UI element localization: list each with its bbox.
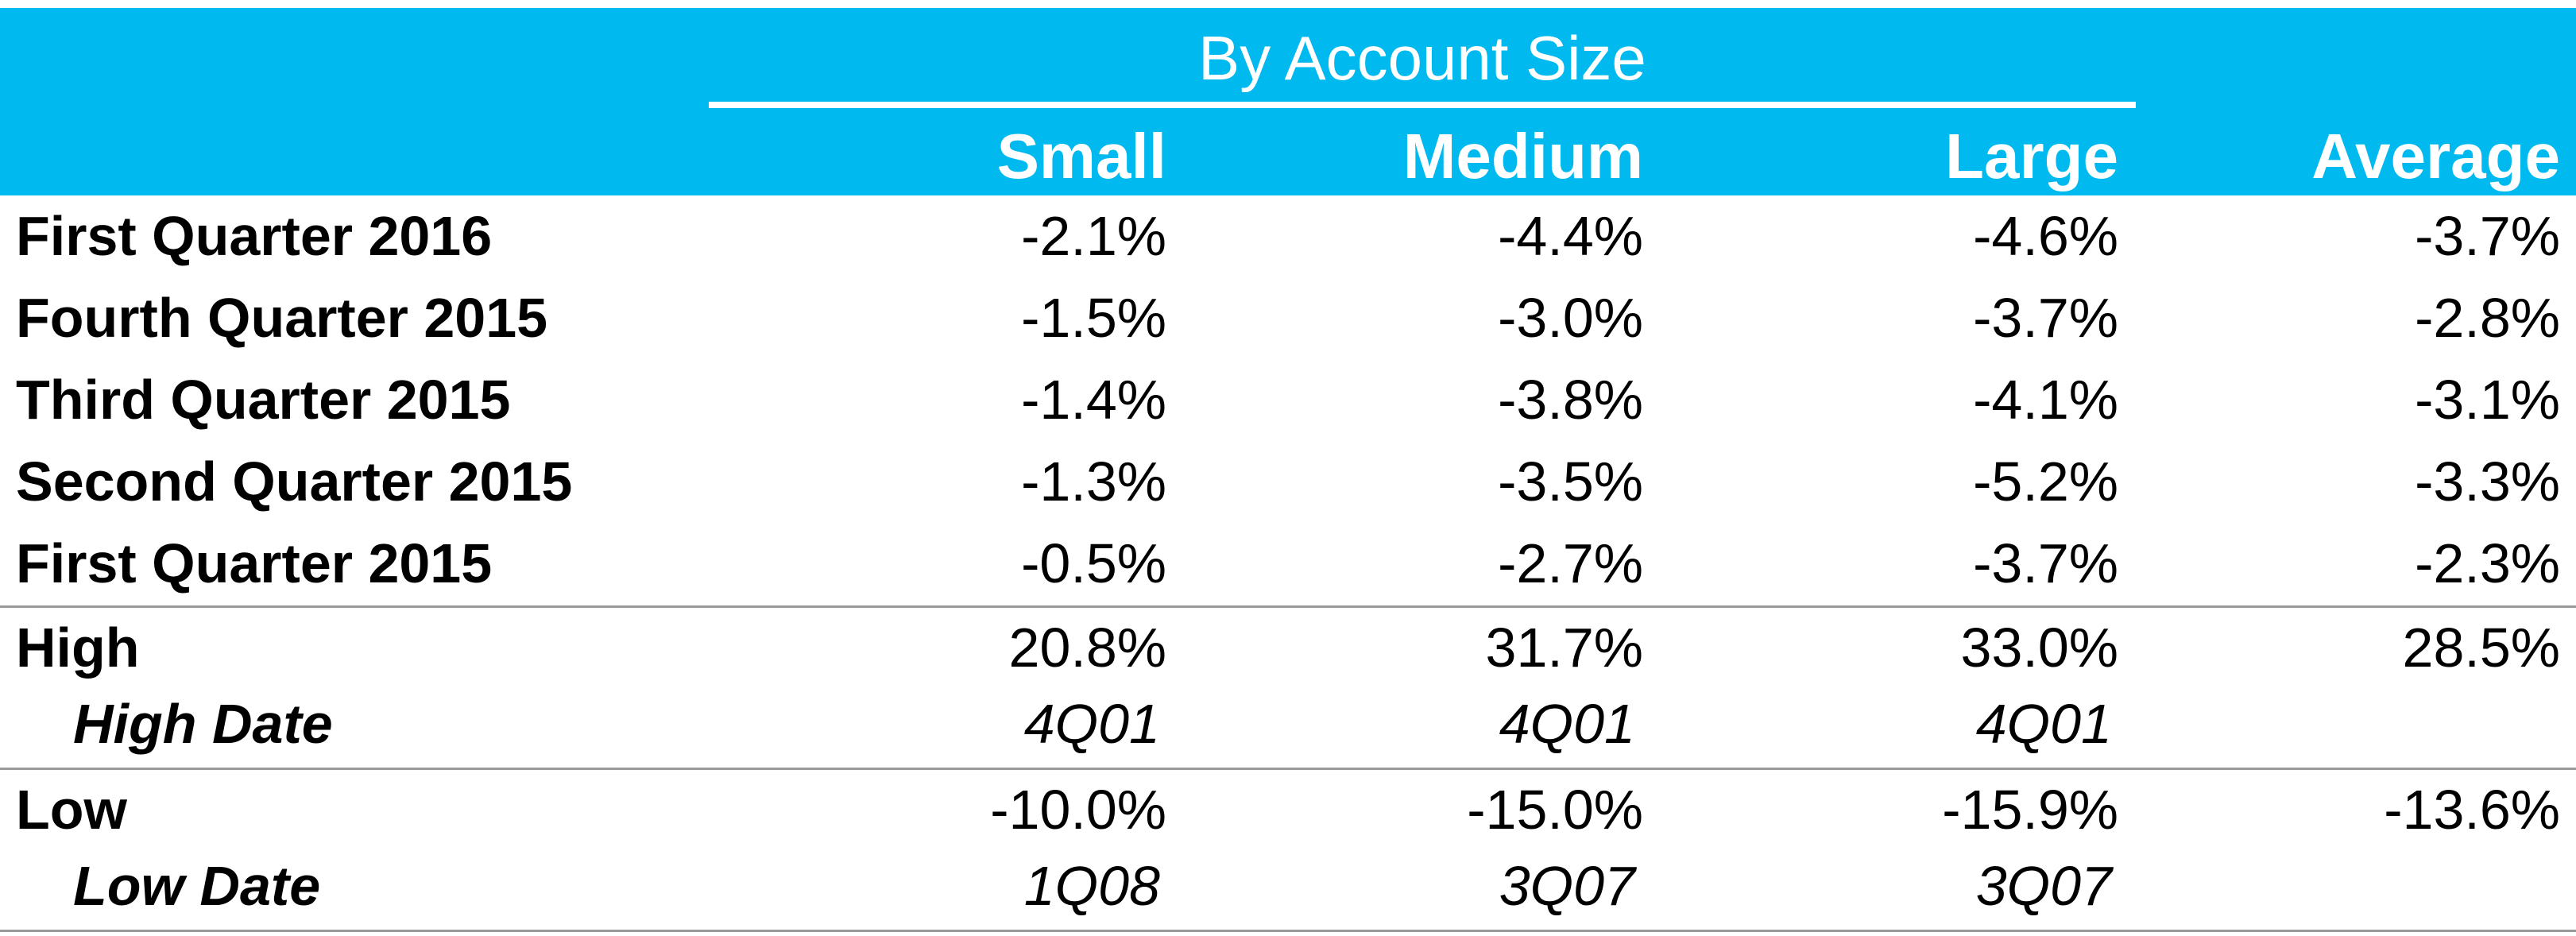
row-label-high: High [16, 617, 140, 679]
divider-low [0, 768, 2576, 770]
cell-average: -3.1% [2415, 369, 2560, 431]
divider-bottom [0, 930, 2576, 932]
cell-medium: -3.0% [1498, 287, 1643, 349]
cell-small: -2.1% [1021, 205, 1166, 267]
table-row: Third Quarter 2015 -1.4% -3.8% -4.1% -3.… [0, 359, 2576, 441]
cell-medium: -3.5% [1498, 451, 1643, 512]
cell-average: -3.7% [2415, 205, 2560, 267]
cell-medium: -3.8% [1498, 369, 1643, 431]
table-row: Second Quarter 2015 -1.3% -3.5% -5.2% -3… [0, 441, 2576, 523]
column-header-large: Large [1945, 121, 2118, 191]
cell-large: 4Q01 [1975, 693, 2112, 755]
table-row: First Quarter 2015 -0.5% -2.7% -3.7% -2.… [0, 523, 2576, 605]
table-row-low-date: Low Date 1Q08 3Q07 3Q07 [0, 845, 2576, 927]
cell-large: 33.0% [1960, 617, 2118, 679]
table-row-low: Low -10.0% -15.0% -15.9% -13.6% [0, 769, 2576, 851]
row-label-low-date: Low Date [73, 855, 321, 917]
cell-average: -3.3% [2415, 451, 2560, 512]
table-row: First Quarter 2016 -2.1% -4.4% -4.6% -3.… [0, 195, 2576, 277]
cell-large: -15.9% [1942, 779, 2118, 841]
row-label-low: Low [16, 779, 127, 841]
cell-large: -5.2% [1973, 451, 2118, 512]
table-row: Fourth Quarter 2015 -1.5% -3.0% -3.7% -2… [0, 277, 2576, 359]
cell-medium: -4.4% [1498, 205, 1643, 267]
cell-large: -4.6% [1973, 205, 2118, 267]
table-row-high-date: High Date 4Q01 4Q01 4Q01 [0, 683, 2576, 765]
cell-small: -0.5% [1021, 532, 1166, 594]
cell-average: -2.8% [2415, 287, 2560, 349]
cell-average: 28.5% [2402, 617, 2560, 679]
row-label-high-date: High Date [73, 693, 333, 755]
group-title-by-account-size: By Account Size [1198, 23, 1646, 93]
column-header-average: Average [2311, 121, 2560, 191]
group-title-underline [709, 102, 2136, 108]
table-header: By Account Size Small Medium Large Avera… [0, 8, 2576, 195]
cell-small: -1.3% [1021, 451, 1166, 512]
cell-medium: 3Q07 [1499, 855, 1635, 917]
cell-small: -1.4% [1021, 369, 1166, 431]
cell-small: 20.8% [1008, 617, 1166, 679]
column-header-medium: Medium [1402, 121, 1643, 191]
divider-high [0, 605, 2576, 608]
cell-medium: 4Q01 [1499, 693, 1635, 755]
cell-large: 3Q07 [1975, 855, 2112, 917]
cell-large: -3.7% [1973, 532, 2118, 594]
row-label: First Quarter 2015 [16, 532, 493, 594]
row-label: Fourth Quarter 2015 [16, 287, 548, 349]
cell-medium: -15.0% [1467, 779, 1643, 841]
cell-small: -10.0% [990, 779, 1166, 841]
cell-medium: 31.7% [1485, 617, 1643, 679]
column-header-small: Small [996, 121, 1166, 191]
table-row-high: High 20.8% 31.7% 33.0% 28.5% [0, 607, 2576, 689]
cell-small: -1.5% [1021, 287, 1166, 349]
row-label: First Quarter 2016 [16, 205, 493, 267]
cell-large: -4.1% [1973, 369, 2118, 431]
cell-small: 1Q08 [1023, 855, 1160, 917]
cell-medium: -2.7% [1498, 532, 1643, 594]
cell-average: -2.3% [2415, 532, 2560, 594]
row-label: Third Quarter 2015 [16, 369, 511, 431]
cell-large: -3.7% [1973, 287, 2118, 349]
row-label: Second Quarter 2015 [16, 451, 573, 512]
cell-average: -13.6% [2384, 779, 2560, 841]
cell-small: 4Q01 [1023, 693, 1160, 755]
